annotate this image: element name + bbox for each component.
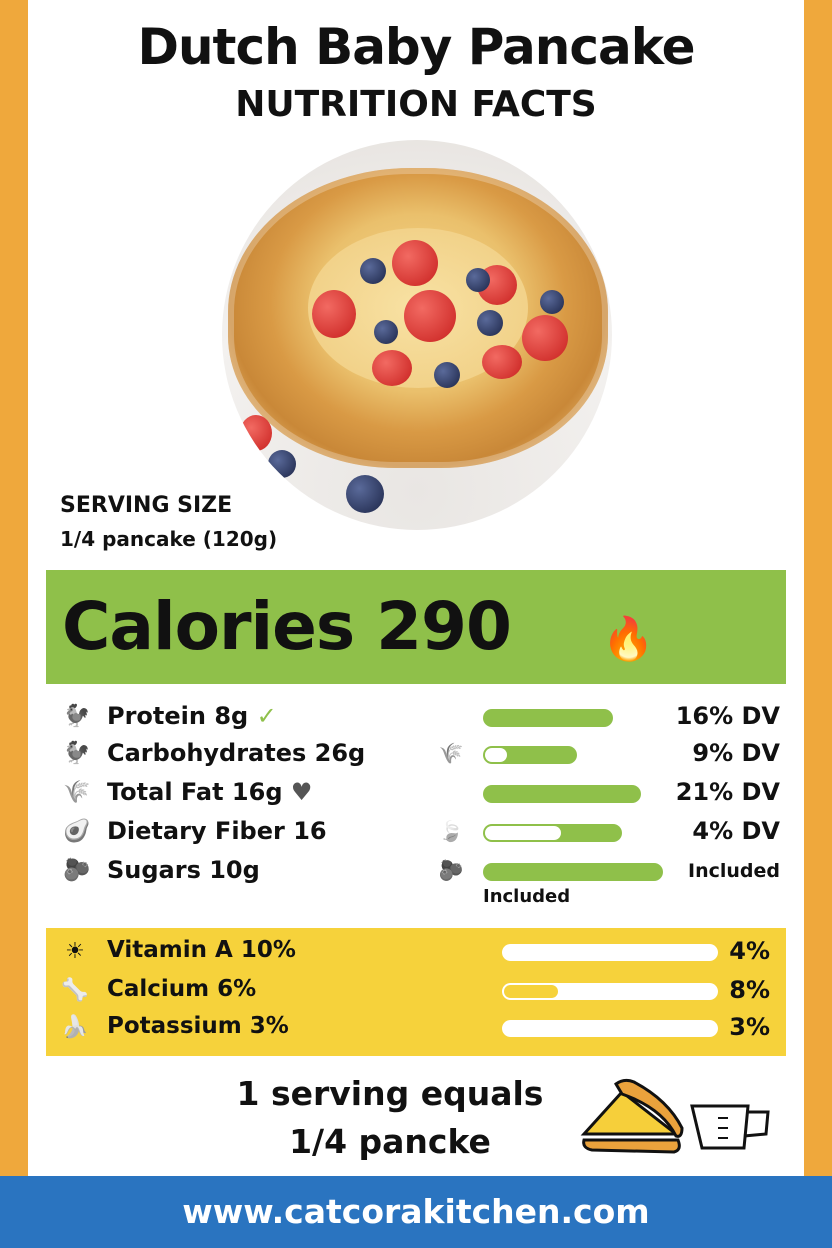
dv-bar <box>483 709 613 727</box>
berries-icon: 🫐 <box>438 858 464 882</box>
serving-size-value: 1/4 pancake (120g) <box>60 527 278 551</box>
nutrient-row: 🌾 Total Fat 16g ♥ 21% DV <box>0 776 832 812</box>
page-subtitle: NUTRITION FACTS <box>235 84 597 125</box>
strawberry <box>372 350 412 386</box>
vitamin-bar <box>502 983 718 1000</box>
wheat-icon: 🌾 <box>438 741 464 765</box>
vitamin-bar <box>502 944 718 961</box>
strawberry <box>240 415 272 451</box>
vitamin-row: ☀ Vitamin A 10% 4% <box>46 936 786 970</box>
vitamin-name: Potassium 3% <box>107 1013 289 1039</box>
blueberry <box>466 268 490 292</box>
pancake-slice-and-measuring-cup-icon <box>580 1078 770 1154</box>
dv-value: Included <box>688 860 780 882</box>
leaf-icon: 🍃 <box>438 819 464 843</box>
nutrient-row: 🐓 Protein 8g ✓ 16% DV <box>0 700 832 736</box>
serving-equals-line2: 1/4 pancke <box>289 1122 491 1161</box>
blueberry <box>477 310 503 336</box>
blueberry <box>268 450 296 478</box>
bone-icon: 🦴 <box>61 978 89 1003</box>
strawberry <box>392 240 438 286</box>
avocado-icon: 🥑 <box>63 819 91 844</box>
vitamin-name: Vitamin A 10% <box>107 937 296 963</box>
dv-value: 4% DV <box>692 817 780 845</box>
banana-icon: 🍌 <box>61 1015 89 1040</box>
strawberry <box>482 345 522 379</box>
nutrient-row: 🐓 Carbohydrates 26g 🌾 9% DV <box>0 737 832 773</box>
page-title: Dutch Baby Pancake <box>137 18 695 76</box>
strawberry <box>404 290 456 342</box>
chicken-icon: 🐓 <box>63 741 91 766</box>
serving-equals: 1 serving equals 1/4 pancke <box>190 1070 590 1166</box>
pancake-slice-icon <box>580 1078 684 1154</box>
website-link[interactable]: www.catcorakitchen.com <box>182 1192 650 1231</box>
nutrient-row: 🥑 Dietary Fiber 16 🍃 4% DV <box>0 815 832 851</box>
nutrient-name: Protein 8g ✓ <box>107 702 277 730</box>
calories-banner: Calories 290 🔥 <box>46 570 786 684</box>
vitamin-row: 🍌 Potassium 3% 3% <box>46 1012 786 1046</box>
dv-value: 21% DV <box>675 778 780 806</box>
sun-icon: ☀ <box>65 939 85 964</box>
check-icon: ✓ <box>256 702 277 730</box>
calories-text: Calories 290 <box>62 588 512 665</box>
dv-bar <box>483 785 641 803</box>
dv-value: 9% DV <box>692 739 780 767</box>
vitamin-panel: ☀ Vitamin A 10% 4% 🦴 Calcium 6% 8% 🍌 Potas… <box>46 928 786 1056</box>
blueberry <box>540 290 564 314</box>
serving-size-label: SERVING SIZE <box>60 493 233 518</box>
vitamin-bar <box>502 1020 718 1037</box>
nutrient-name: Carbohydrates 26g <box>107 739 366 767</box>
blueberry <box>346 475 384 513</box>
blueberry <box>434 362 460 388</box>
vitamin-percent: 8% <box>729 976 770 1004</box>
dv-bar <box>483 863 663 881</box>
pancake-photo <box>222 140 612 530</box>
dv-value: 16% DV <box>675 702 780 730</box>
strawberry <box>522 315 568 361</box>
vitamin-percent: 3% <box>729 1013 770 1041</box>
wheat-icon: 🌾 <box>63 780 91 805</box>
vitamin-name: Calcium 6% <box>107 976 257 1002</box>
nutrient-name: Total Fat 16g ♥ <box>107 778 313 806</box>
vitamin-row: 🦴 Calcium 6% 8% <box>46 975 786 1009</box>
dv-bar <box>483 746 577 764</box>
nutrient-row: 🫐 Sugars 10g 🫐 Included <box>0 854 832 890</box>
nutrient-name: Dietary Fiber 16 <box>107 817 327 845</box>
flame-icon: 🔥 <box>602 614 655 663</box>
vitamin-percent: 4% <box>729 937 770 965</box>
blueberry <box>360 258 386 284</box>
measuring-cup-icon <box>690 1104 770 1150</box>
heart-icon: ♥ <box>290 778 313 806</box>
included-note: Included <box>483 886 571 907</box>
footer-bar: www.catcorakitchen.com <box>0 1176 832 1248</box>
chicken-icon: 🐓 <box>63 704 91 729</box>
serving-equals-line1: 1 serving equals <box>236 1074 544 1113</box>
strawberry <box>312 290 356 338</box>
dv-bar <box>483 824 622 842</box>
nutrient-name: Sugars 10g <box>107 856 260 884</box>
blueberry <box>374 320 398 344</box>
berry-leaf-icon: 🫐 <box>63 858 91 883</box>
